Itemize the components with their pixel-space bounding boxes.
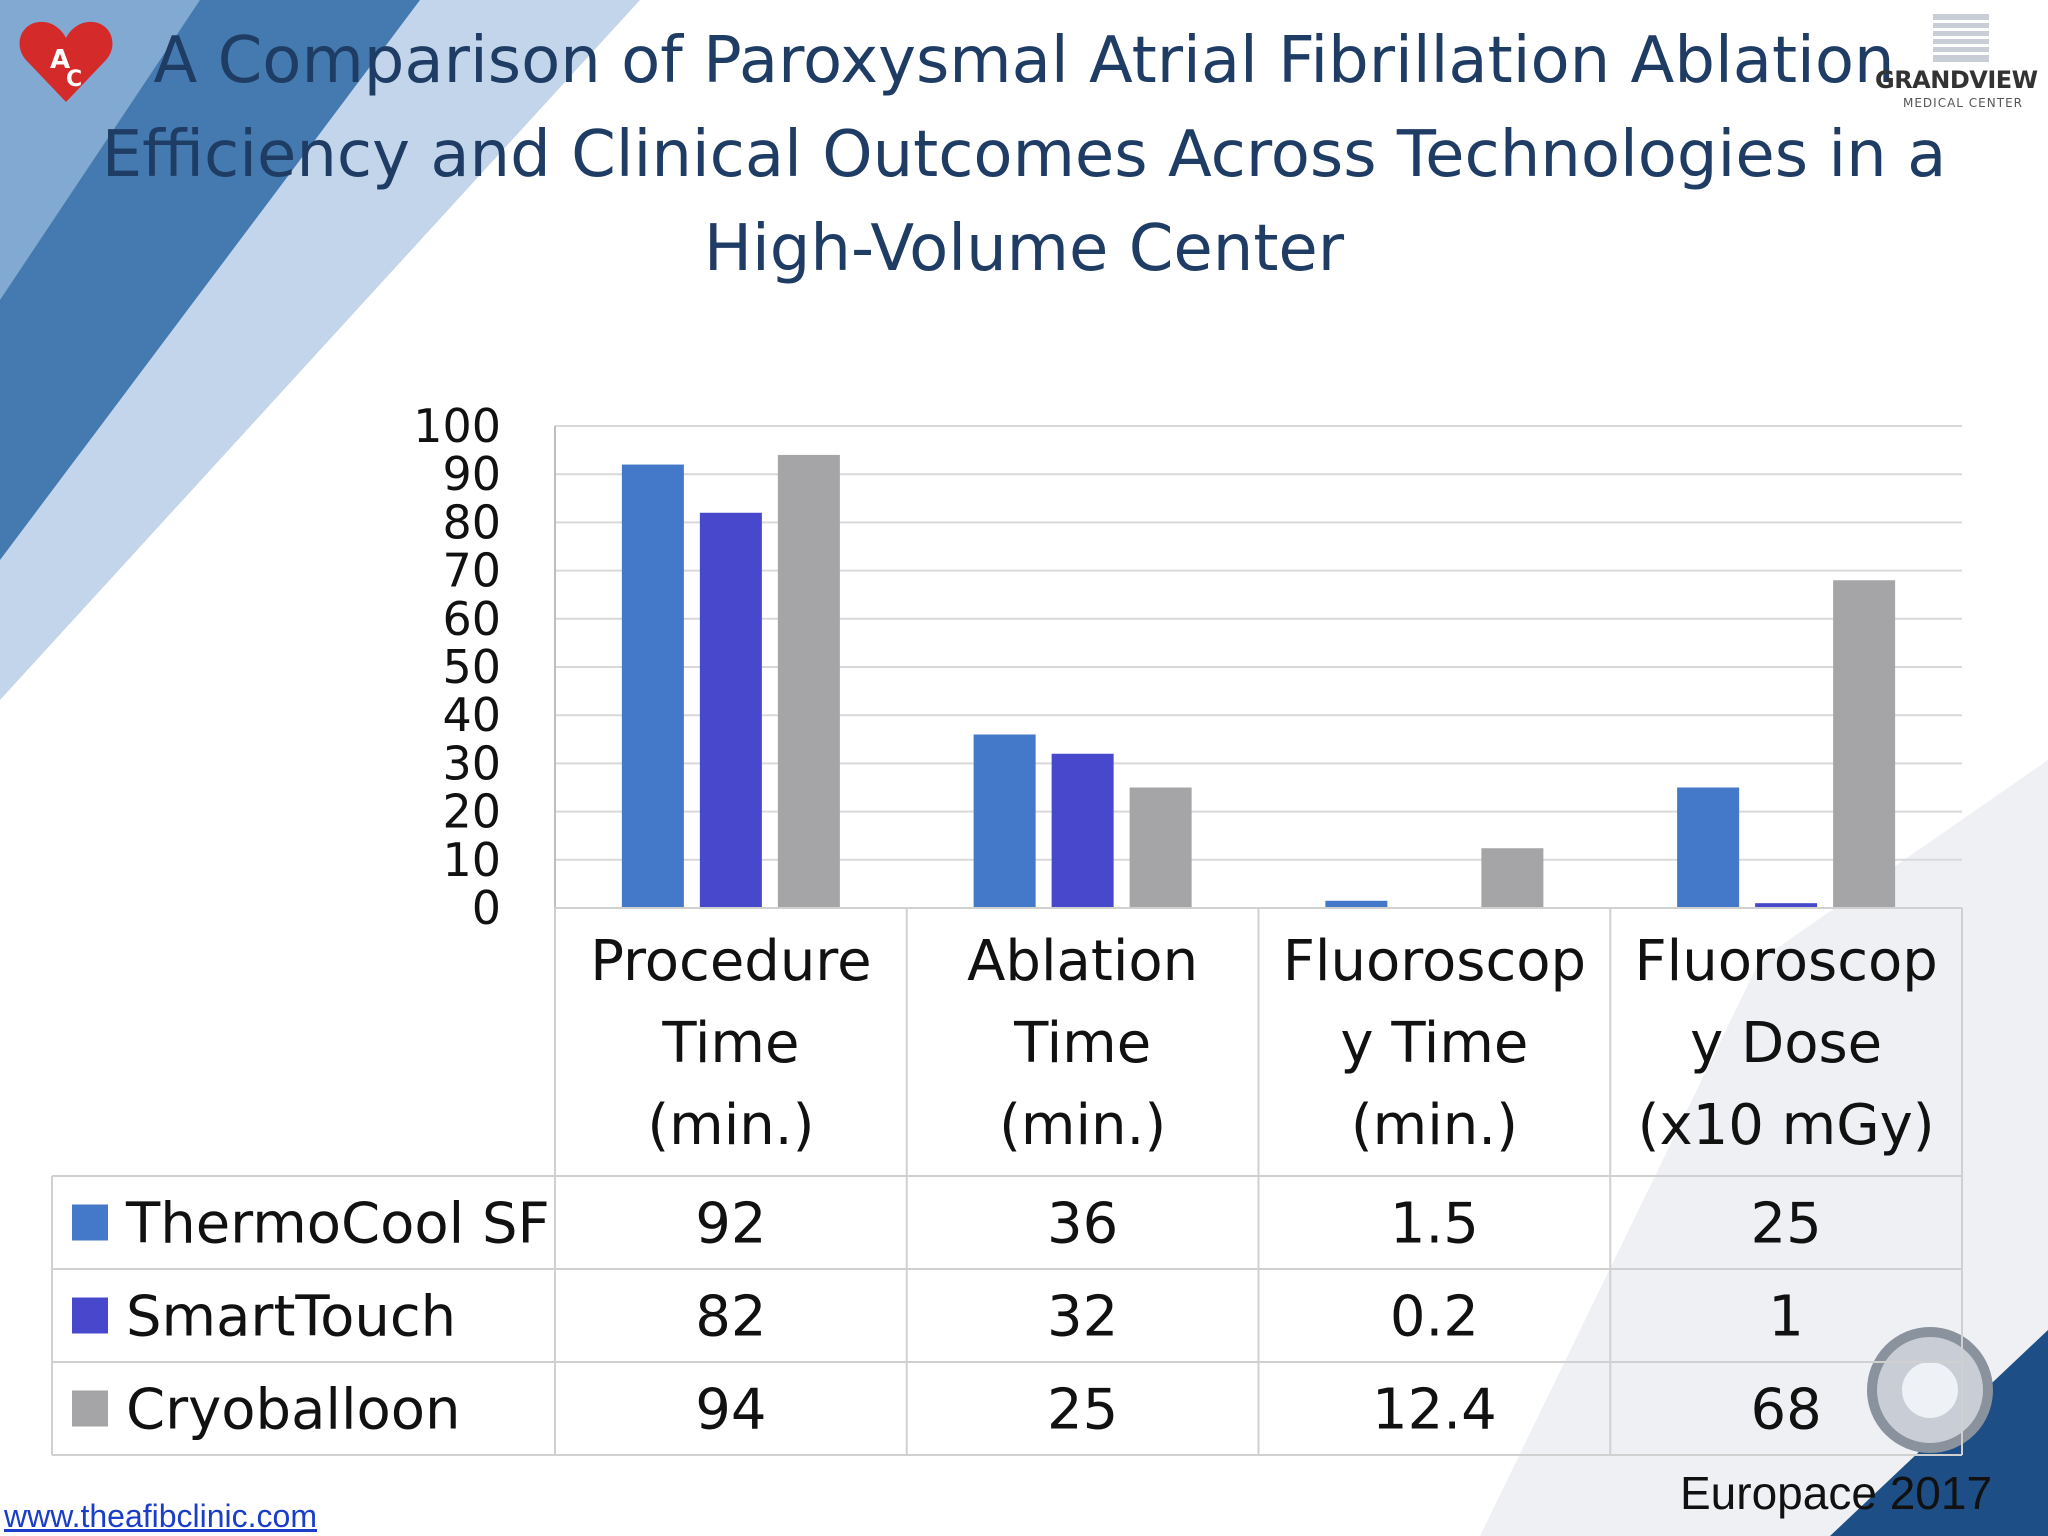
y-tick-label: 10 (442, 833, 501, 887)
legend-swatch (72, 1204, 108, 1241)
bar-cryoballoon (1481, 848, 1544, 908)
y-tick-label: 80 (442, 495, 501, 549)
category-label: y Dose (1690, 1011, 1882, 1076)
data-label: 32 (1047, 1285, 1118, 1350)
legend-label: Cryoballoon (126, 1378, 461, 1443)
legend-swatch (72, 1390, 108, 1427)
y-tick-label: 50 (442, 640, 501, 694)
y-tick-label: 30 (442, 736, 501, 790)
category-label: (min.) (999, 1093, 1166, 1158)
category-label: (min.) (1351, 1093, 1518, 1158)
y-tick-label: 90 (442, 447, 501, 501)
category-label: Fluoroscop (1634, 929, 1937, 994)
category-label: Time (661, 1011, 799, 1076)
category-label: Fluoroscop (1283, 929, 1586, 994)
data-label: 12.4 (1372, 1378, 1497, 1443)
category-label: y Time (1340, 1011, 1528, 1076)
data-label: 0.2 (1390, 1285, 1479, 1350)
bar-smarttouch (1051, 753, 1114, 908)
bar-cryoballoon (1833, 580, 1896, 908)
slide-title-line-2: Efficiency and Clinical Outcomes Across … (101, 118, 1947, 192)
y-tick-label: 60 (442, 592, 501, 646)
bar-thermocool-sf (973, 734, 1036, 908)
legend-swatch (72, 1297, 108, 1334)
bar-thermocool-sf (1325, 900, 1388, 908)
data-label: 25 (1047, 1378, 1118, 1443)
citation: Europace 2017 (1680, 1467, 1993, 1519)
y-tick-label: 40 (442, 688, 501, 742)
data-label: 25 (1750, 1192, 1821, 1257)
legend-label: ThermoCool SF (125, 1192, 550, 1257)
grandview-logo: GRANDVIEW MEDICAL CENTER (1875, 8, 2048, 118)
bar-cryoballoon (1129, 787, 1192, 908)
bar-smarttouch (699, 512, 762, 908)
svg-text:C: C (66, 67, 82, 92)
y-tick-label: 70 (442, 544, 501, 598)
bar-cryoballoon (777, 454, 840, 908)
legend-label: SmartTouch (126, 1285, 456, 1350)
svg-text:A: A (50, 45, 70, 75)
data-label: 94 (695, 1378, 766, 1443)
y-tick-label: 20 (442, 785, 501, 839)
data-label: 1 (1768, 1285, 1804, 1350)
data-label: 1.5 (1390, 1192, 1479, 1257)
y-tick-label: 100 (413, 399, 501, 453)
data-label: 82 (695, 1285, 766, 1350)
category-label: Time (1013, 1011, 1151, 1076)
slide-title-line-1: A Comparison of Paroxysmal Atrial Fibril… (153, 24, 1895, 98)
bar-thermocool-sf (1677, 787, 1740, 908)
data-label: 36 (1047, 1192, 1118, 1257)
category-label: (min.) (647, 1093, 814, 1158)
category-label: Procedure (590, 929, 871, 994)
building-icon (1933, 14, 1989, 62)
slide-title-line-3: High-Volume Center (703, 212, 1345, 286)
data-label: 92 (695, 1192, 766, 1257)
brand-name: GRANDVIEW (1875, 66, 2038, 94)
data-label: 68 (1750, 1378, 1821, 1443)
y-tick-label: 0 (472, 881, 501, 935)
afib-clinic-logo: A C (19, 21, 113, 103)
brand-subtitle: MEDICAL CENTER (1903, 96, 2023, 110)
bar-smarttouch (1755, 903, 1818, 908)
category-label: (x10 mGy) (1638, 1093, 1935, 1158)
website-link[interactable]: www.theafibclinic.com (4, 1498, 317, 1534)
bar-thermocool-sf (621, 464, 684, 908)
category-label: Ablation (967, 929, 1198, 994)
